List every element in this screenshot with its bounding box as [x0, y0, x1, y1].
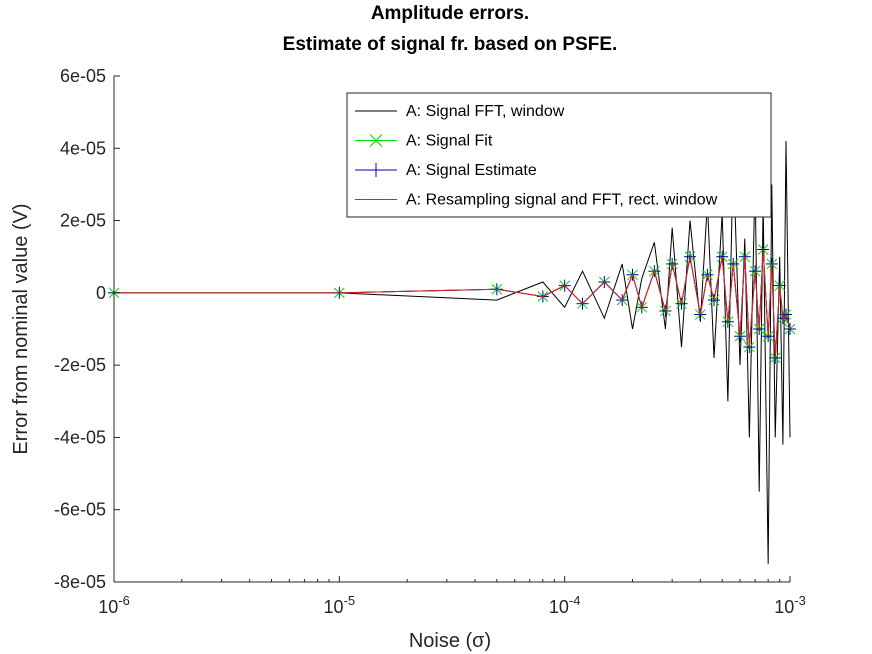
- y-tick-label-5: -4e-05: [54, 427, 106, 447]
- y-tick-label-6: -6e-05: [54, 500, 106, 520]
- series-line-0: [114, 141, 791, 564]
- y-tick-label-7: -8e-05: [54, 572, 106, 592]
- y-tick-label-3: 0: [96, 283, 106, 303]
- legend-marker-1: [369, 134, 383, 147]
- legend-label-1: A: Signal Fit: [406, 133, 493, 150]
- legend-box: [346, 92, 772, 218]
- legend-label-2: A: Signal Estimate: [406, 162, 537, 179]
- legend-label-0: A: Signal FFT, window: [406, 103, 565, 120]
- x-tick-label-1: 10-5: [324, 593, 356, 617]
- y-tick-label-4: -2e-05: [54, 355, 106, 375]
- y-tick-label-1: 4e-05: [60, 138, 106, 158]
- x-ticks: 10-6 10-5 10-4 10-3: [98, 576, 806, 617]
- chart-title-line-1: Amplitude errors.: [371, 3, 529, 24]
- x-axis-label: Noise (σ): [409, 630, 491, 652]
- x-tick-label-3: 10-3: [774, 593, 806, 617]
- legend-label-3: A: Resampling signal and FFT, rect. wind…: [406, 192, 718, 209]
- legend-entries: A: Signal FFT, window A: Signal Fit A: Sig…: [355, 103, 718, 209]
- series-layer: [108, 141, 796, 564]
- y-ticks: 6e-05 4e-05 2e-05 0 -2e-05 -4e-05 -6e-05 -8e-05: [54, 66, 120, 592]
- series-line-3: [114, 249, 791, 358]
- legend: A: Signal FFT, window A: Signal Fit A: Sig…: [346, 92, 772, 218]
- y-axis-label: Error from nominal value (V): [10, 203, 32, 454]
- chart-title-line-2: Estimate of signal fr. based on PSFE.: [283, 34, 618, 55]
- x-tick-label-2: 10-4: [549, 593, 581, 617]
- y-tick-label-2: 2e-05: [60, 211, 106, 231]
- y-tick-label-0: 6e-05: [60, 66, 106, 86]
- x-tick-label-0: 10-6: [98, 593, 130, 617]
